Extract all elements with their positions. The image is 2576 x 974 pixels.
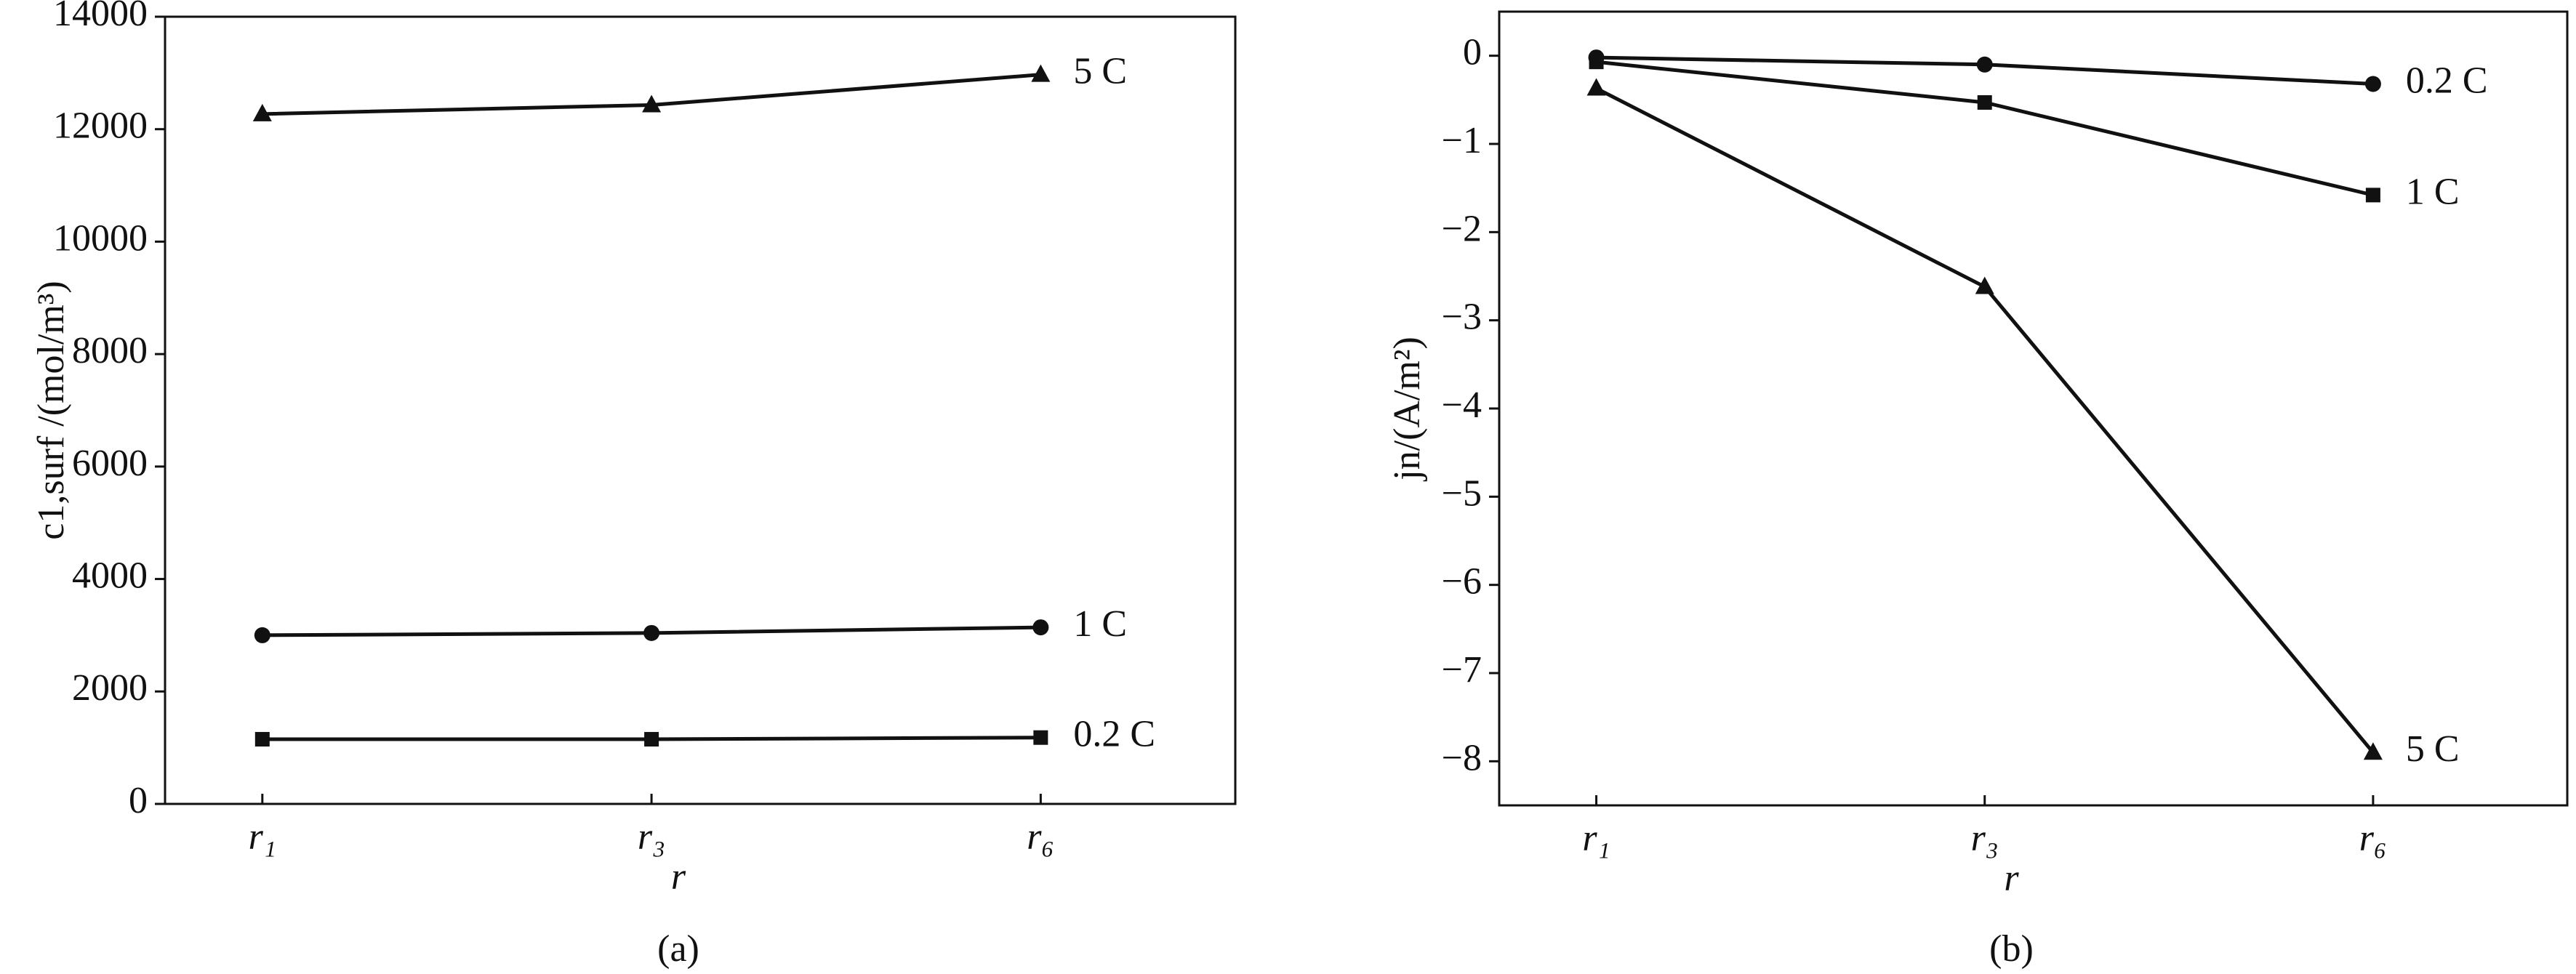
marker	[254, 627, 270, 643]
y-tick-label: 10000	[53, 217, 148, 259]
caption: (a)	[657, 928, 699, 970]
y-tick-label: 8000	[72, 330, 148, 371]
y-tick-label: −3	[1442, 297, 1482, 338]
marker	[254, 732, 270, 747]
plot-frame	[164, 15, 1237, 805]
caption: (b)	[1989, 928, 2034, 970]
chart-panel: 0 −1 −2 −3 −4 −5 −6 −7 −8 r₁ r₃ r₆ r jn/(A/m²) (b) 0.2 …	[1387, 10, 2569, 970]
y-tick-label: 6000	[72, 443, 148, 484]
marker	[643, 624, 660, 641]
y-tick-label: 0	[1463, 32, 1482, 73]
y-tick-label: 0	[129, 780, 148, 821]
series-label: 0.2 C	[2406, 60, 2488, 101]
x-tick-label: r₁	[249, 816, 276, 858]
marker	[2363, 742, 2383, 760]
y-tick-label: −4	[1442, 385, 1482, 426]
marker	[1586, 78, 1606, 96]
series-label: 5 C	[2406, 728, 2460, 770]
y-tick-label: 2000	[72, 667, 148, 709]
x-tick-label: r₁	[1582, 818, 1610, 859]
marker	[1032, 619, 1049, 636]
y-tick-label: 12000	[53, 105, 148, 147]
series-label: 1 C	[1073, 603, 1127, 645]
y-tick-label: −2	[1442, 208, 1482, 249]
y-tick-label: −7	[1442, 649, 1482, 691]
y-tick-label: −5	[1442, 472, 1482, 514]
x-tick-label: r₆	[2359, 818, 2387, 859]
series-line	[1595, 86, 2375, 754]
y-tick-label: −6	[1442, 561, 1482, 603]
marker	[2365, 188, 2380, 203]
marker	[1977, 94, 1992, 110]
marker	[644, 732, 659, 747]
plot-frame	[1498, 10, 2569, 807]
marker	[2364, 76, 2381, 92]
chart-panel: 0 2000 4000 6000 8000 10000 12000 14000 r₁ r₃ r₆ r c…	[31, 0, 1237, 970]
x-tick-label: r₆	[1027, 816, 1054, 858]
y-axis-label: c1,surf /(mol/m³)	[31, 281, 72, 539]
marker	[252, 103, 272, 121]
marker	[1033, 730, 1048, 745]
x-tick-label: r₃	[1971, 818, 1999, 859]
series-label: 1 C	[2406, 171, 2460, 212]
marker	[1031, 64, 1051, 82]
y-tick-label: 4000	[72, 555, 148, 597]
series-label: 5 C	[1073, 51, 1127, 92]
y-tick-label: 14000	[53, 0, 148, 34]
marker	[642, 94, 662, 113]
series-line	[1596, 60, 2374, 197]
marker	[1589, 55, 1604, 70]
marker	[1975, 276, 1994, 294]
x-tick-label: r₃	[638, 816, 665, 858]
x-axis-label: r	[671, 856, 686, 898]
x-axis-label: r	[2004, 858, 2019, 899]
y-tick-label: −1	[1442, 120, 1482, 161]
y-axis-label: jn/(A/m²)	[1387, 337, 1428, 482]
series-label: 0.2 C	[1073, 714, 1155, 755]
marker	[1976, 56, 1993, 73]
y-tick-label: −8	[1442, 737, 1482, 778]
